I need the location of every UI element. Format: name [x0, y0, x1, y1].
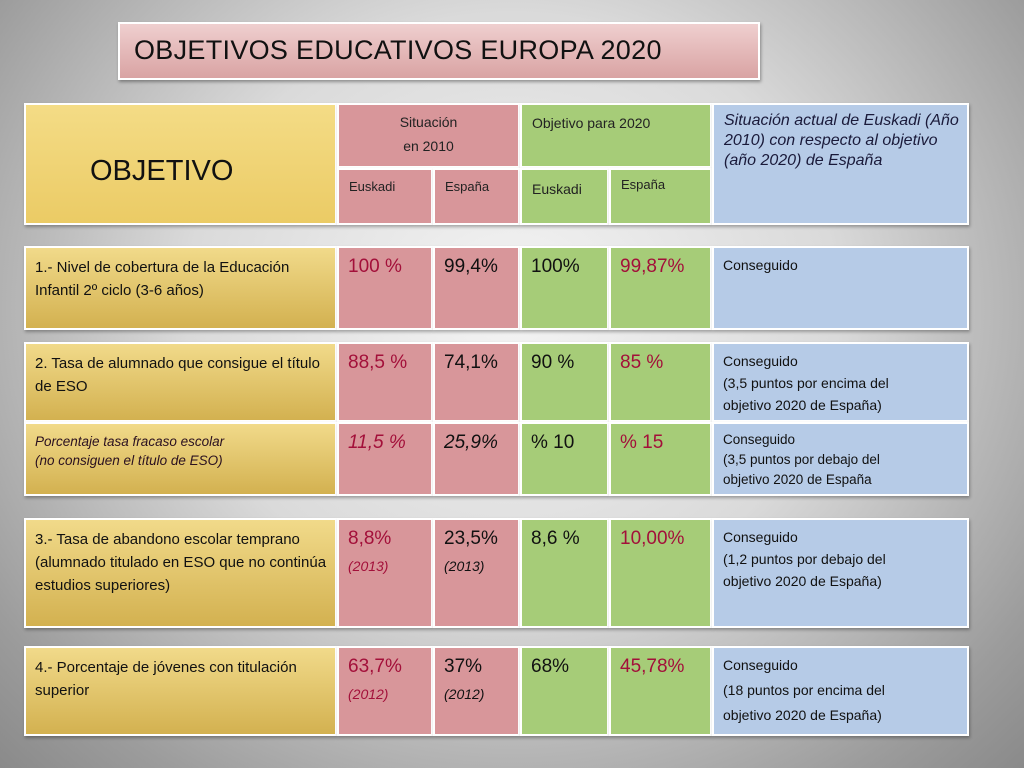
row2b-label-line2: (no consiguen el título de ESO)	[35, 453, 223, 468]
header-objetivo-2020: Objetivo para 2020	[520, 103, 712, 168]
row4-s-euskadi-year: (2012)	[348, 686, 389, 702]
row1-note-text: Conseguido	[723, 254, 961, 276]
page-title: OBJETIVOS EDUCATIVOS EUROPA 2020	[134, 35, 662, 65]
row2-s-espana-value: 74,1%	[444, 352, 498, 373]
row1-s-espana-value: 99,4%	[444, 256, 498, 277]
row2-label-cell: 2. Tasa de alumnado que consigue el títu…	[24, 342, 337, 422]
row3-s-espana: 23,5% (2013)	[433, 518, 520, 628]
row3-s-euskadi-value: 8,8%	[348, 528, 392, 549]
row2b-o-espana-value: % 15	[620, 432, 664, 453]
row2b-s-euskadi-value: 11,5 %	[348, 432, 406, 453]
header-situacion-actual: Situación actual de Euskadi (Año 2010) c…	[712, 103, 969, 225]
row4-s-espana-value: 37%	[444, 656, 483, 677]
header-s-espana: España	[433, 168, 520, 225]
header-situacion-actual-label: Situación actual de Euskadi (Año 2010) c…	[724, 112, 959, 169]
row4-s-espana-year: (2012)	[444, 686, 485, 702]
row4-note: Conseguido (18 puntos por encima del obj…	[712, 646, 969, 736]
row3-note: Conseguido (1,2 puntos por debajo del ob…	[712, 518, 969, 628]
header-objetivo-2020-label: Objetivo para 2020	[532, 115, 651, 131]
row3-o-euskadi-value: 8,6 %	[531, 528, 580, 549]
row2b-label: Porcentaje tasa fracaso escolar (no cons…	[35, 432, 327, 470]
row4-note-line2: (18 puntos por encima del	[723, 682, 885, 698]
header-o-espana: España	[609, 168, 712, 225]
page-title-box: OBJETIVOS EDUCATIVOS EUROPA 2020	[118, 22, 760, 80]
row2b-note-line1: Conseguido	[723, 432, 796, 447]
row1-o-euskadi-value: 100%	[531, 256, 580, 277]
row2b-o-euskadi: % 10	[520, 422, 609, 496]
header-s-espana-label: España	[445, 179, 490, 194]
row3-o-espana-value: 10,00%	[620, 528, 685, 549]
header-o-euskadi-label: Euskadi	[532, 181, 582, 197]
row4-s-euskadi-value: 63,7%	[348, 656, 402, 677]
header-o-espana-label: España	[621, 177, 666, 192]
row2b-note: Conseguido (3,5 puntos por debajo del ob…	[712, 422, 969, 496]
row1-note: Conseguido	[712, 246, 969, 330]
row1-o-espana: 99,87%	[609, 246, 712, 330]
row2-note-line2: (3,5 puntos por encima del	[723, 375, 889, 391]
row2-s-euskadi: 88,5 %	[337, 342, 433, 422]
row2-note-line1: Conseguido	[723, 353, 798, 369]
row3-s-euskadi: 8,8% (2013)	[337, 518, 433, 628]
row2b-o-espana: % 15	[609, 422, 712, 496]
row2b-o-euskadi-value: % 10	[531, 432, 575, 453]
row2b-note-text: Conseguido (3,5 puntos por debajo del ob…	[723, 430, 961, 490]
row2-o-espana: 85 %	[609, 342, 712, 422]
row4-s-espana: 37% (2012)	[433, 646, 520, 736]
header-s-euskadi-label: Euskadi	[349, 179, 396, 194]
row2b-s-espana-value: 25,9%	[444, 432, 498, 453]
row4-s-euskadi: 63,7% (2012)	[337, 646, 433, 736]
row2-o-espana-value: 85 %	[620, 352, 664, 373]
row3-note-line2: (1,2 puntos por debajo del	[723, 551, 886, 567]
row3-s-espana-year: (2013)	[444, 558, 485, 574]
header-situacion-line1: Situación	[399, 114, 458, 130]
row2b-label-cell: Porcentaje tasa fracaso escolar (no cons…	[24, 422, 337, 496]
row4-o-euskadi: 68%	[520, 646, 609, 736]
row3-o-espana: 10,00%	[609, 518, 712, 628]
row4-label-cell: 4.- Porcentaje de jóvenes con titulación…	[24, 646, 337, 736]
row3-label-cell: 3.- Tasa de abandono escolar temprano (a…	[24, 518, 337, 628]
row1-label-cell: 1.- Nivel de cobertura de la Educación I…	[24, 246, 337, 330]
row2-s-euskadi-value: 88,5 %	[348, 352, 408, 373]
row2-o-euskadi: 90 %	[520, 342, 609, 422]
row2-note-text: Conseguido (3,5 puntos por encima del ob…	[723, 350, 961, 416]
row2-o-euskadi-value: 90 %	[531, 352, 575, 373]
row4-note-line3: objetivo 2020 de España)	[723, 707, 882, 723]
row1-note-line1: Conseguido	[723, 257, 798, 273]
row3-s-espana-value: 23,5%	[444, 528, 498, 549]
row2-label: 2. Tasa de alumnado que consigue el títu…	[35, 355, 320, 395]
header-situacion-line2: en 2010	[403, 138, 454, 154]
row1-s-euskadi-value: 100 %	[348, 256, 402, 277]
row3-o-euskadi: 8,6 %	[520, 518, 609, 628]
row4-o-espana-value: 45,78%	[620, 656, 685, 677]
row4-o-espana: 45,78%	[609, 646, 712, 736]
row1-label: 1.- Nivel de cobertura de la Educación I…	[35, 259, 290, 299]
row1-s-espana: 99,4%	[433, 246, 520, 330]
row4-note-line1: Conseguido	[723, 657, 798, 673]
row3-label: 3.- Tasa de abandono escolar temprano (a…	[35, 531, 327, 594]
row4-o-euskadi-value: 68%	[531, 656, 570, 677]
row3-note-text: Conseguido (1,2 puntos por debajo del ob…	[723, 526, 961, 592]
header-situacion-2010: Situación en 2010	[337, 103, 520, 168]
row4-note-text: Conseguido (18 puntos por encima del obj…	[723, 653, 961, 728]
row2b-s-espana: 25,9%	[433, 422, 520, 496]
row2b-label-line1: Porcentaje tasa fracaso escolar	[35, 434, 225, 449]
row2b-s-euskadi: 11,5 %	[337, 422, 433, 496]
header-objetivo: OBJETIVO	[24, 103, 337, 225]
row2-s-espana: 74,1%	[433, 342, 520, 422]
header-o-euskadi: Euskadi	[520, 168, 609, 225]
row2b-note-line3: objetivo 2020 de España	[723, 472, 872, 487]
row3-s-euskadi-year: (2013)	[348, 558, 389, 574]
header-objetivo-label: OBJETIVO	[90, 155, 234, 187]
header-s-euskadi: Euskadi	[337, 168, 433, 225]
row3-note-line1: Conseguido	[723, 529, 798, 545]
row1-o-espana-value: 99,87%	[620, 256, 685, 277]
row1-o-euskadi: 100%	[520, 246, 609, 330]
row2-note: Conseguido (3,5 puntos por encima del ob…	[712, 342, 969, 422]
row2b-note-line2: (3,5 puntos por debajo del	[723, 452, 880, 467]
row4-label: 4.- Porcentaje de jóvenes con titulación…	[35, 659, 297, 699]
row2-note-line3: objetivo 2020 de España)	[723, 397, 882, 413]
row3-note-line3: objetivo 2020 de España)	[723, 573, 882, 589]
row1-s-euskadi: 100 %	[337, 246, 433, 330]
